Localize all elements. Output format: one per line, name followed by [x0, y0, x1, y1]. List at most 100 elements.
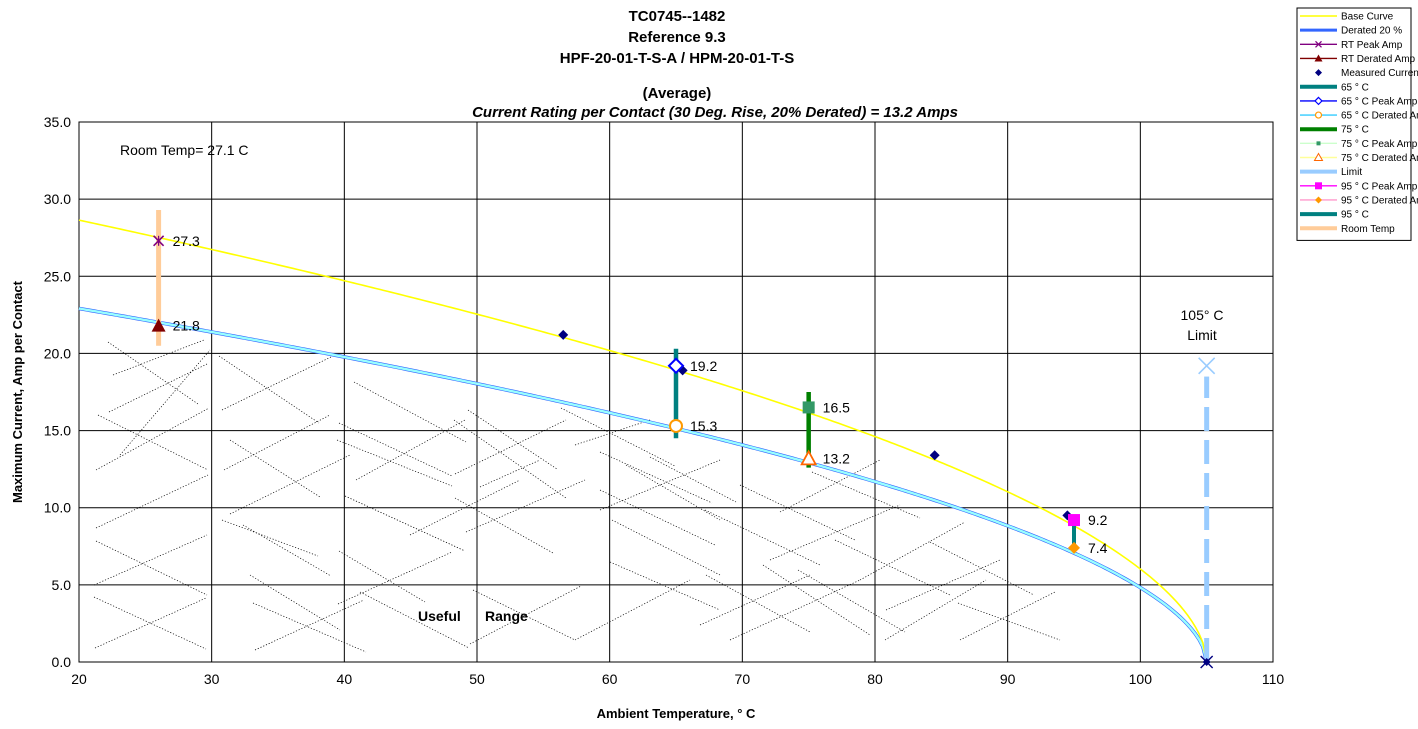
legend-swatch-mark-13 — [1315, 196, 1322, 204]
hatch-segment-45 — [625, 464, 721, 521]
hatch-segment-12 — [221, 355, 334, 411]
series-point-8-0 — [800, 449, 818, 466]
data-label-3: 15.3 — [690, 418, 717, 434]
hatch-segment-32 — [454, 419, 567, 475]
x-tick-label-6: 80 — [867, 671, 883, 687]
hatch-segment-57 — [797, 569, 906, 633]
data-label-4: 16.5 — [823, 399, 850, 415]
x-tick-label-8: 100 — [1129, 671, 1153, 687]
series-point-2-0 — [558, 329, 569, 340]
legend-entry-2: RT Peak Amp — [1300, 40, 1403, 51]
hatch-segment-18 — [249, 574, 341, 631]
y-tick-label-4: 20.0 — [44, 345, 71, 361]
hatch-segment-10 — [94, 597, 207, 649]
hatch-segment-7 — [93, 534, 208, 586]
room-temp-annotation: Room Temp= 27.1 C — [120, 142, 249, 158]
data-label-0: 27.3 — [173, 233, 200, 249]
hatch-segment-58 — [834, 539, 951, 596]
legend-entry-6: 65 ° C Peak Amp — [1300, 96, 1418, 107]
legend-entry-7: 65 ° C Derated Amp — [1300, 111, 1418, 122]
hatch-segment-42 — [611, 519, 721, 576]
hatch-segment-49 — [739, 484, 856, 541]
hatch-segment-38 — [560, 407, 676, 467]
hatch-segment-15 — [242, 524, 332, 577]
base-curve — [78, 219, 1208, 663]
x-axis-label: Ambient Temperature, ° C — [597, 706, 756, 721]
legend-entry-15: Room Temp — [1300, 224, 1395, 235]
legend-entry-0: Base Curve — [1300, 12, 1394, 23]
legend-entry-12: 95 ° C Peak Amp — [1300, 181, 1418, 192]
hatch-segment-2 — [97, 414, 209, 471]
data-label-6: 9.2 — [1088, 512, 1108, 528]
legend-label-10: 75 ° C Derated Amp — [1341, 153, 1418, 164]
legend-swatch-mark-12 — [1315, 182, 1322, 190]
chart-subtitle: Current Rating per Contact (30 Deg. Rise… — [472, 104, 958, 121]
legend-swatch-mark-6 — [1314, 96, 1323, 106]
hatch-segment-3 — [108, 363, 208, 413]
legend-label-11: Limit — [1341, 167, 1362, 178]
legend-label-0: Base Curve — [1341, 12, 1394, 23]
grid — [78, 121, 1274, 663]
data-label-2: 19.2 — [690, 358, 717, 374]
hatch-segment-11 — [218, 355, 320, 424]
hatch-segment-5 — [95, 407, 210, 471]
hatch-segment-33 — [454, 497, 554, 554]
hatch-segment-48 — [704, 509, 821, 566]
legend-swatch-mark-10 — [1313, 152, 1324, 161]
series-point-11-0 — [1068, 541, 1080, 554]
series-point-5-0 — [669, 418, 683, 433]
hatch-segment-0 — [107, 341, 199, 405]
hatch-segment-14 — [223, 414, 331, 471]
x-tick-label-5: 70 — [735, 671, 751, 687]
legend-entry-14: 95 ° C — [1300, 210, 1369, 221]
legend-label-3: RT Derated Amp — [1341, 54, 1416, 65]
limit-annotation-line-1: 105° C — [1181, 307, 1224, 323]
legend-label-13: 95 ° C Derated Amp — [1341, 195, 1418, 206]
legend-swatch-mark-b-2 — [1315, 40, 1322, 48]
legend-label-8: 75 ° C — [1341, 125, 1369, 136]
chart-title-line-4: (Average) — [643, 85, 712, 102]
series-point-4-0 — [667, 357, 685, 375]
legend-label-5: 65 ° C — [1341, 82, 1369, 93]
legend-entry-4: Measured Current — [1315, 68, 1418, 79]
x-tick-label-2: 40 — [337, 671, 353, 687]
y-tick-label-6: 30.0 — [44, 191, 71, 207]
legend-swatch-mark-4 — [1315, 69, 1322, 77]
hatch-segment-21 — [353, 381, 467, 443]
legend-label-7: 65 ° C Derated Amp — [1341, 111, 1418, 122]
chart-title-line-2: Reference 9.3 — [628, 29, 726, 46]
legend-entry-3: RT Derated Amp — [1300, 54, 1416, 65]
axis-ticks: 20 30 40 50 60 70 80 90 100 110 0.0 5.0 10.0 15.0 20.0… — [44, 114, 1285, 687]
hatch-segment-9 — [93, 596, 207, 650]
legend-label-4: Measured Current — [1341, 68, 1418, 79]
legend-label-14: 95 ° C — [1341, 210, 1369, 221]
hatch-segment-17 — [221, 519, 319, 557]
hatch-segment-20 — [254, 599, 365, 651]
curve-end-diamond — [1202, 658, 1211, 666]
legend-entry-5: 65 ° C — [1300, 82, 1369, 93]
data-label-7: 7.4 — [1088, 540, 1108, 556]
series-point-1-0 — [151, 318, 166, 332]
curve-end-marker — [1200, 655, 1214, 669]
legend-label-12: 95 ° C Peak Amp — [1341, 181, 1418, 192]
hatch-segment-55 — [779, 459, 881, 513]
range-annotation: Range — [485, 608, 528, 624]
series-markers — [151, 209, 1216, 669]
useful-annotation: Useful — [418, 608, 461, 624]
hatch-segment-4 — [119, 349, 211, 456]
hatch-segment-61 — [957, 602, 1061, 641]
hatch-segment-53 — [762, 564, 871, 636]
hatch-segment-26 — [359, 591, 470, 649]
hatch-segment-59 — [859, 521, 966, 581]
hatch-segment-46 — [649, 456, 737, 503]
y-axis-label: Maximum Current, Amp per Contact — [10, 280, 25, 503]
series-point-0-0 — [153, 235, 165, 247]
legend-label-15: Room Temp — [1341, 224, 1395, 235]
x-tick-label-4: 60 — [602, 671, 618, 687]
legend-label-2: RT Peak Amp — [1341, 40, 1403, 51]
y-tick-label-2: 10.0 — [44, 500, 71, 516]
x-tick-label-3: 50 — [469, 671, 485, 687]
legend: Base Curve Derated 20 % RT Peak Amp RT Dera… — [1296, 7, 1418, 241]
hatch-segment-43 — [609, 561, 721, 611]
y-tick-label-0: 0.0 — [52, 654, 72, 670]
